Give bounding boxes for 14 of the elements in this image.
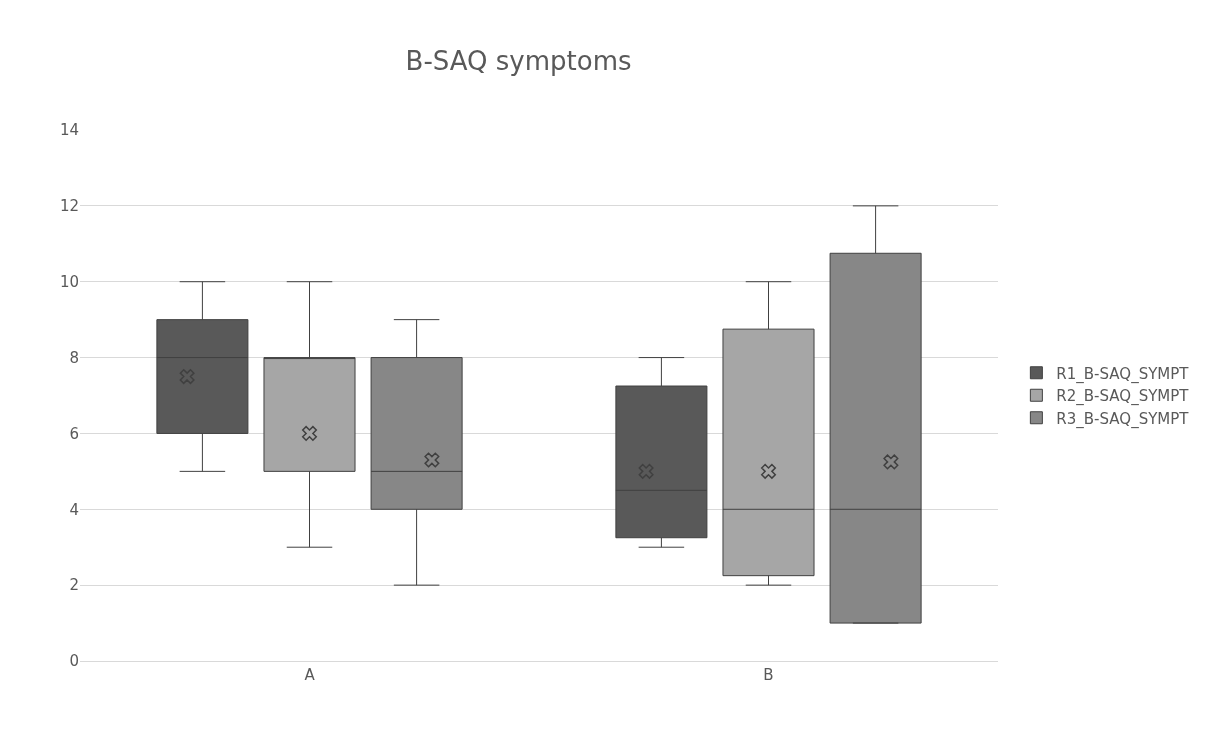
legend-label: R3_B-SAQ_SYMPT <box>1056 409 1190 429</box>
y-tick-label: 6 <box>69 424 79 443</box>
y-tick-label: 10 <box>59 272 79 291</box>
chart-title: B-SAQ symptoms <box>405 46 632 77</box>
y-tick-label: 14 <box>59 121 79 140</box>
legend-label: R2_B-SAQ_SYMPT <box>1056 387 1190 407</box>
x-tick-label: B <box>763 666 774 684</box>
y-tick-label: 12 <box>59 197 79 216</box>
y-tick-label: 2 <box>69 576 79 595</box>
x-tick-label: A <box>304 666 316 684</box>
legend-label: R1_B-SAQ_SYMPT <box>1056 364 1190 384</box>
y-tick-label: 4 <box>69 500 79 519</box>
y-tick-label: 0 <box>69 652 79 671</box>
y-tick-label: 8 <box>69 348 79 367</box>
